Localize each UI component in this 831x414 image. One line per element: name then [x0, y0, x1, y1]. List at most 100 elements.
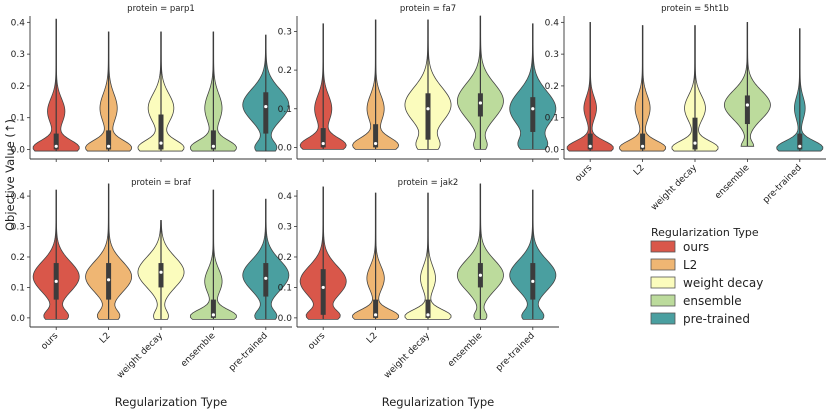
legend-swatch-ensemble	[650, 294, 676, 307]
legend-title: Regularization Type	[651, 226, 759, 239]
y-tick-label: 0.1	[11, 114, 25, 124]
x-tick-label: weight decay	[115, 331, 165, 381]
x-tick-label: pre-trained	[227, 331, 270, 374]
y-tick-label: 0.0	[11, 145, 26, 155]
violin-iqr-box	[530, 97, 536, 132]
y-tick-label: 0.3	[545, 50, 559, 60]
violin-ours	[32, 189, 80, 320]
violin-median	[531, 107, 535, 111]
violin-ensemble	[723, 21, 771, 147]
panel-parp1: protein = parp1 0.0 0.1 0.2 0.3 0.4	[11, 4, 292, 162]
violin-median	[211, 313, 215, 317]
x-tick-label: pre-trained	[761, 163, 804, 206]
violin-pre-trained	[509, 189, 557, 320]
y-tick-label: 0.3	[278, 27, 292, 37]
violin-iqr-box	[425, 93, 431, 140]
legend-swatch-ours	[650, 240, 676, 253]
x-tick-label: pre-trained	[494, 331, 537, 374]
legend-swatch-weight-decay	[650, 276, 676, 289]
y-tick-label: 0.3	[278, 223, 292, 233]
violin-ours	[299, 23, 347, 150]
violin-median	[321, 285, 325, 290]
legend-label-weight-decay: weight decay	[683, 276, 763, 290]
violin-iqr-box	[210, 130, 216, 150]
violin-median	[798, 144, 802, 148]
violin-l2	[619, 25, 667, 152]
y-tick-label: 0.1	[545, 114, 559, 124]
violin-pre-trained	[242, 198, 290, 320]
legend-label-pre-trained: pre-trained	[683, 312, 750, 326]
y-tick-label: 0.2	[278, 253, 292, 263]
violin-weight-decay	[404, 192, 452, 320]
violin-iqr-box	[797, 133, 803, 150]
panel-title: protein = parp1	[127, 4, 195, 14]
violin-l2	[85, 31, 133, 152]
y-tick-label: 0.3	[11, 223, 25, 233]
violin-iqr-box	[373, 124, 379, 148]
y-tick-label: 0.1	[278, 105, 292, 115]
violin-median	[478, 273, 482, 277]
y-tick-label: 0.4	[545, 18, 560, 28]
violin-iqr-box	[640, 133, 646, 150]
y-tick-label: 0.4	[11, 18, 26, 28]
legend-label-ensemble: ensemble	[683, 294, 742, 308]
y-tick-label: 0.2	[545, 82, 559, 92]
violin-iqr-box	[692, 117, 698, 150]
x-tick-label: weight decay	[649, 163, 699, 213]
violin-iqr-box	[744, 95, 750, 125]
panel-title: protein = 5ht1b	[661, 4, 729, 14]
violin-iqr-box	[373, 299, 379, 318]
y-tick-label: 0.0	[545, 145, 560, 155]
violin-weight-decay	[137, 31, 185, 152]
x-axis-title-right: Regularization Type	[382, 395, 494, 409]
violin-median	[107, 278, 111, 282]
violin-l2	[85, 183, 133, 320]
violin-ours	[566, 21, 614, 152]
x-tick-label: ours	[573, 163, 594, 184]
x-tick-label: ours	[39, 331, 60, 352]
violin-ensemble	[456, 15, 504, 150]
violin-iqr-box	[320, 269, 326, 315]
violin-iqr-box	[263, 92, 269, 134]
violin-median	[264, 104, 268, 109]
violin-median	[264, 276, 268, 280]
violin-iqr-box	[477, 93, 483, 117]
panel-title: protein = jak2	[398, 178, 459, 188]
violin-pre-trained	[242, 34, 290, 152]
violin-ensemble	[189, 31, 237, 152]
y-tick-label: 0.4	[11, 192, 26, 202]
violin-iqr-box	[425, 299, 431, 318]
violin-median	[426, 107, 430, 111]
violin-weight-decay	[137, 220, 185, 320]
violin-median	[107, 144, 111, 148]
panel-5ht1b: protein = 5ht1b 0.0 0.1 0.2 0.3 0.4 ours L2 weig…	[545, 4, 826, 213]
violin-median	[54, 144, 58, 148]
violin-ensemble	[456, 183, 504, 320]
violin-ours	[32, 18, 80, 152]
violin-l2	[352, 192, 400, 320]
violin-median	[321, 141, 325, 146]
violin-median	[211, 144, 215, 148]
x-axis-title-left: Regularization Type	[115, 395, 227, 409]
violin-ensemble	[189, 189, 237, 320]
x-tick-label: ensemble	[446, 331, 485, 370]
violin-median	[159, 141, 163, 145]
x-tick-label: L2	[98, 331, 113, 346]
violin-median	[745, 103, 750, 107]
violin-iqr-box	[53, 133, 59, 150]
legend: Regularization Type ours L2 weight decay…	[650, 226, 763, 326]
panel-braf: protein = braf 0.0 0.1 0.2 0.3 0.4 ours L2 weigh…	[11, 178, 292, 381]
violin-weight-decay	[404, 19, 452, 150]
violin-iqr-box	[587, 133, 593, 150]
panel-jak2: protein = jak2 0.0 0.1 0.2 0.3 0.4 ours L2 weigh…	[278, 178, 559, 381]
violin-median	[374, 141, 378, 146]
y-tick-label: 0.1	[278, 283, 292, 293]
x-tick-label: L2	[632, 163, 647, 178]
y-tick-label: 0.2	[278, 66, 292, 76]
violin-median	[693, 141, 697, 145]
legend-label-l2: L2	[683, 258, 697, 272]
x-tick-label: weight decay	[382, 331, 432, 381]
violin-pre-trained	[509, 23, 557, 150]
violin-iqr-box	[320, 128, 326, 148]
